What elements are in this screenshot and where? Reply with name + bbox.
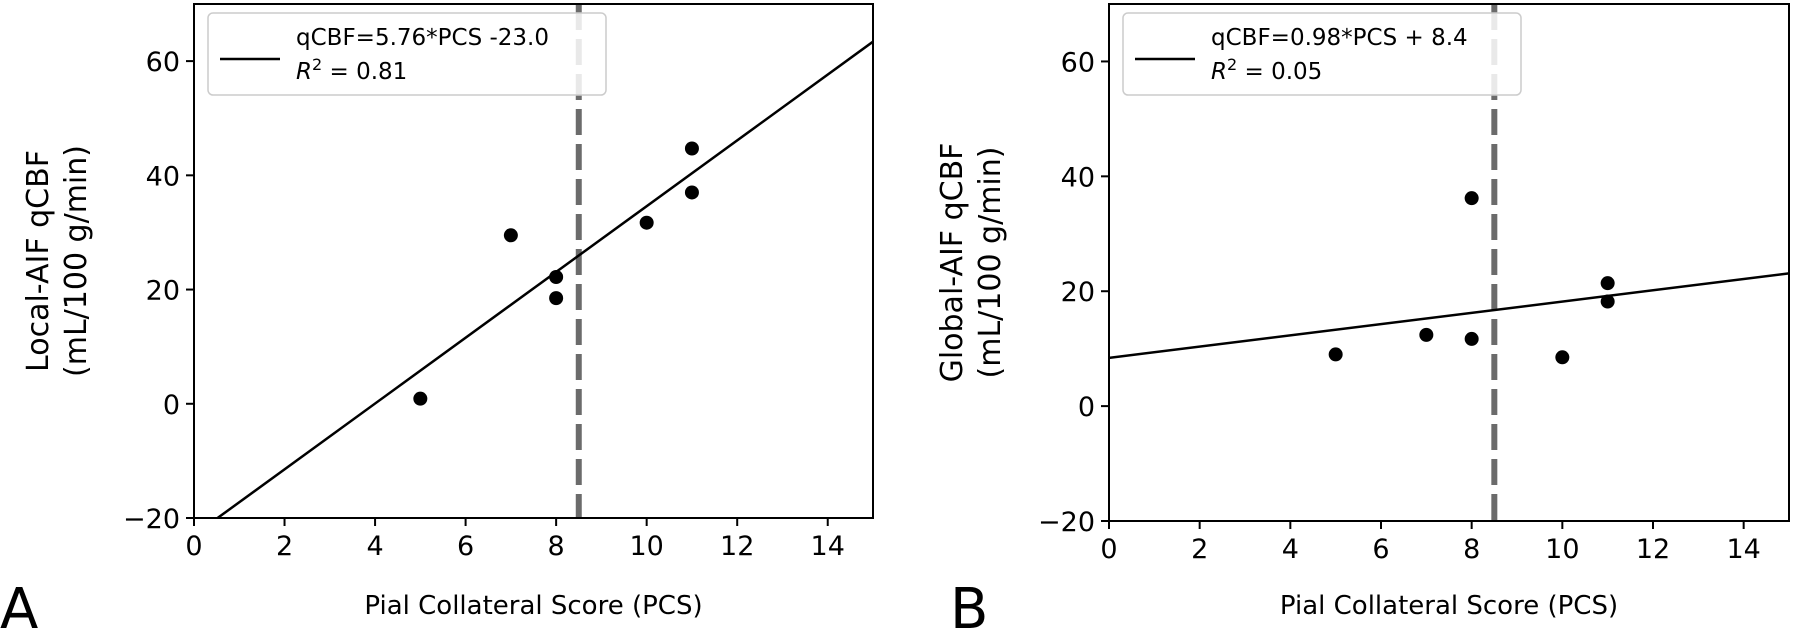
x-tick-label: 6 xyxy=(457,531,474,562)
axes-frame xyxy=(1108,3,1790,522)
x-tick-label: 10 xyxy=(1545,534,1579,565)
legend: qCBF=0.98*PCS + 8.4 R2 = 0.05 xyxy=(1122,12,1522,96)
data-point xyxy=(1600,276,1615,291)
data-point xyxy=(1328,347,1343,362)
y-tick-label: −20 xyxy=(123,504,180,535)
x-tick-label: 2 xyxy=(276,531,293,562)
y-tick-label: 20 xyxy=(1061,277,1095,308)
x-tick-label: 10 xyxy=(629,531,663,562)
y-tick-label: 0 xyxy=(1078,392,1095,423)
legend-box xyxy=(207,12,607,96)
x-tick-label: 0 xyxy=(185,531,202,562)
y-tick-label: 40 xyxy=(146,161,180,192)
data-point xyxy=(1464,331,1479,346)
data-point xyxy=(684,141,699,156)
x-tick-label: 14 xyxy=(1726,534,1760,565)
y-axis-label: Global-AIF qCBF (mL/100 g/min) xyxy=(935,143,1008,383)
regression-line xyxy=(1109,272,1789,360)
data-point xyxy=(503,228,518,243)
x-tick-label: 8 xyxy=(548,531,565,562)
x-axis-label: Pial Collateral Score (PCS) xyxy=(1280,591,1618,621)
x-tick-label: 0 xyxy=(1100,534,1117,565)
y-axis-label: Local-AIF qCBF (mL/100 g/min) xyxy=(21,145,94,377)
legend: qCBF=5.76*PCS -23.0 R2 = 0.81 xyxy=(207,12,607,96)
y-tick-label: 60 xyxy=(1061,47,1095,78)
data-point xyxy=(684,185,699,200)
y-tick-label: −20 xyxy=(1038,507,1095,538)
data-point xyxy=(549,269,564,284)
x-tick-label: 14 xyxy=(811,531,845,562)
x-tick-label: 12 xyxy=(720,531,754,562)
axes-frame xyxy=(193,3,874,519)
legend-equation: qCBF=0.98*PCS + 8.4 xyxy=(1211,25,1468,51)
data-point xyxy=(1464,191,1479,206)
legend-equation: qCBF=5.76*PCS -23.0 xyxy=(296,25,549,51)
data-point xyxy=(1419,327,1434,342)
x-tick-label: 4 xyxy=(1282,534,1299,565)
x-axis-label: Pial Collateral Score (PCS) xyxy=(364,591,702,621)
legend-r-squared: R2 = 0.05 xyxy=(1211,55,1322,85)
legend-r-squared: R2 = 0.81 xyxy=(296,55,407,85)
panel-label: A xyxy=(0,577,38,642)
data-point xyxy=(1555,350,1570,365)
data-point xyxy=(413,391,428,406)
x-tick-label: 6 xyxy=(1372,534,1389,565)
data-point xyxy=(639,215,654,230)
y-tick-label: 20 xyxy=(146,276,180,307)
data-point xyxy=(549,291,564,306)
y-tick-label: 60 xyxy=(146,47,180,78)
data-point xyxy=(1600,294,1615,309)
legend-box xyxy=(1122,12,1522,96)
y-tick-label: 40 xyxy=(1061,162,1095,193)
x-tick-label: 12 xyxy=(1636,534,1670,565)
x-tick-label: 2 xyxy=(1191,534,1208,565)
x-tick-label: 4 xyxy=(366,531,383,562)
panel-label: B xyxy=(950,577,988,642)
regression-line xyxy=(215,40,873,518)
x-tick-label: 8 xyxy=(1463,534,1480,565)
y-tick-label: 0 xyxy=(163,390,180,421)
